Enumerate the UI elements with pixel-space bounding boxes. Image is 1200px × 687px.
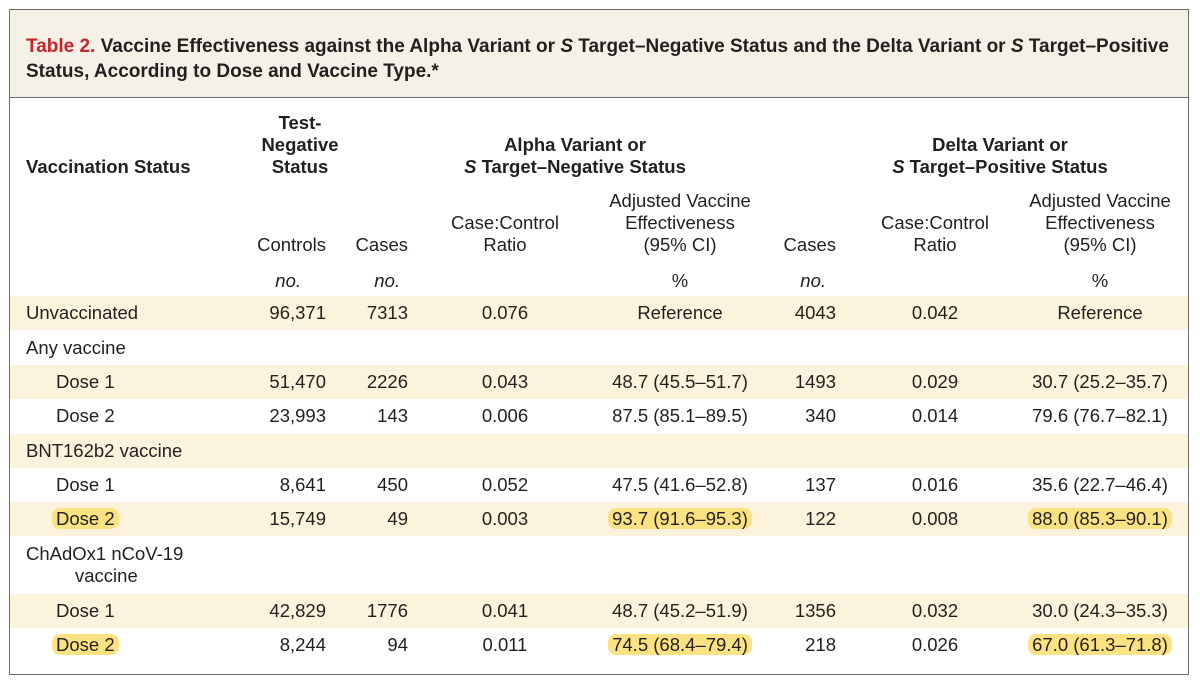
header-controls: Controls — [257, 234, 326, 255]
cell-delta-cases: 1493 — [794, 371, 836, 392]
header-alpha-ratio: Case:Control Ratio — [451, 212, 559, 255]
unit-delta-cases: no. — [800, 270, 826, 291]
row-label: BNT162b2 vaccine — [26, 440, 183, 461]
cell-controls: 42,829 — [269, 600, 326, 621]
cell-alpha-ratio: 0.041 — [481, 600, 529, 621]
unit-alpha-cases: no. — [374, 270, 400, 291]
table-row: Dose 2 15,749 49 0.003 93.7 (91.6–95.3) 122 0.… — [10, 502, 1188, 536]
table-row: BNT162b2 vaccine — [10, 434, 1188, 468]
cell-alpha-ve: 74.5 (68.4–79.4) — [590, 634, 770, 656]
table-row: Dose 1 8,641 450 0.052 47.5 (41.6–52.8) 137 0.… — [10, 468, 1188, 502]
cell-delta-ratio: 0.026 — [911, 634, 959, 655]
cell-alpha-cases: 1776 — [366, 600, 408, 621]
cell-alpha-cases: 94 — [387, 634, 408, 655]
cell-controls: 8,641 — [279, 474, 326, 495]
cell-controls: 23,993 — [269, 405, 326, 426]
table-caption: Table 2. Vaccine Effectiveness against t… — [10, 10, 1188, 98]
cell-alpha-cases: 49 — [387, 508, 408, 529]
cell-delta-ve: 67.0 (61.3–71.8) — [1010, 634, 1190, 656]
header-test-negative: Test- Negative Status — [261, 112, 339, 177]
cell-controls: 96,371 — [269, 302, 326, 323]
cell-delta-cases: 218 — [805, 634, 836, 655]
header-alpha-group: Alpha Variant or S Target–Negative Statu… — [464, 134, 686, 177]
header-delta-ve: Adjusted Vaccine Effectiveness (95% CI) — [1029, 190, 1171, 255]
cell-delta-cases: 1356 — [794, 600, 836, 621]
row-label: Dose 2 — [52, 634, 256, 656]
cell-alpha-ratio: 0.076 — [481, 302, 529, 323]
table-row: Dose 2 23,993 143 0.006 87.5 (85.1–89.5) 340 0… — [10, 399, 1188, 433]
cell-alpha-ve: 87.5 (85.1–89.5) — [612, 405, 748, 426]
cell-delta-ratio: 0.032 — [911, 600, 959, 621]
unit-controls: no. — [275, 270, 301, 291]
cell-alpha-cases: 143 — [377, 405, 408, 426]
table-row: Unvaccinated 96,371 7313 0.076 Reference 4043… — [10, 296, 1188, 330]
cell-alpha-cases: 7313 — [366, 302, 408, 323]
cell-alpha-ratio: 0.006 — [481, 405, 529, 426]
cell-alpha-ve: 93.7 (91.6–95.3) — [590, 508, 770, 530]
row-label: Dose 1 — [56, 474, 115, 495]
row-label: Dose 2 — [56, 405, 115, 426]
unit-alpha-ve: % — [671, 270, 689, 291]
cell-alpha-ratio: 0.011 — [482, 634, 528, 655]
cell-alpha-ratio: 0.043 — [481, 371, 529, 392]
row-label: Dose 1 — [56, 600, 115, 621]
cell-delta-ve: 35.6 (22.7–46.4) — [1032, 474, 1168, 495]
cell-delta-ve: 30.7 (25.2–35.7) — [1032, 371, 1168, 392]
cell-controls: 51,470 — [269, 371, 326, 392]
cell-controls: 15,749 — [269, 508, 326, 529]
row-label: Any vaccine — [26, 337, 126, 358]
cell-delta-ratio: 0.016 — [911, 474, 959, 495]
cell-delta-ratio: 0.029 — [911, 371, 959, 392]
row-label: Dose 1 — [56, 371, 115, 392]
table-row: Any vaccine — [10, 331, 1188, 365]
table-label: Table 2. — [26, 36, 96, 57]
cell-delta-ve: 88.0 (85.3–90.1) — [1010, 508, 1190, 530]
cell-delta-cases: 122 — [805, 508, 836, 529]
row-label: Unvaccinated — [26, 302, 139, 323]
cell-alpha-ratio: 0.052 — [481, 474, 529, 495]
cell-alpha-ve: 47.5 (41.6–52.8) — [612, 474, 748, 495]
table-row: Dose 2 8,244 94 0.011 74.5 (68.4–79.4) 218 0.0… — [10, 628, 1188, 662]
table-row: Dose 1 42,829 1776 0.041 48.7 (45.2–51.9) 135… — [10, 594, 1188, 628]
cell-delta-cases: 340 — [805, 405, 836, 426]
table-row: Dose 1 51,470 2226 0.043 48.7 (45.5–51.7) 149… — [10, 365, 1188, 399]
table-frame: Table 2. Vaccine Effectiveness against t… — [9, 9, 1189, 675]
header-delta-cases: Cases — [783, 234, 836, 255]
cell-delta-ve: 79.6 (76.7–82.1) — [1032, 405, 1168, 426]
cell-controls: 8,244 — [279, 634, 326, 655]
header-vaccination-status: Vaccination Status — [26, 156, 191, 177]
cell-delta-ve: 30.0 (24.3–35.3) — [1032, 600, 1168, 621]
cell-alpha-cases: 2226 — [366, 371, 408, 392]
cell-delta-ratio: 0.014 — [911, 405, 959, 426]
cell-alpha-ve: 48.7 (45.2–51.9) — [612, 600, 748, 621]
table-row: ChAdOx1 nCoV-19 vaccine — [10, 537, 1188, 593]
cell-delta-ratio: 0.042 — [911, 302, 959, 323]
row-label: ChAdOx1 nCoV-19 vaccine — [26, 543, 184, 586]
header-delta-ratio: Case:Control Ratio — [881, 212, 989, 255]
row-label: Dose 2 — [52, 508, 256, 530]
cell-delta-ratio: 0.008 — [911, 508, 959, 529]
unit-delta-ve: % — [1091, 270, 1109, 291]
cell-alpha-ve: Reference — [637, 302, 723, 323]
cell-alpha-ratio: 0.003 — [481, 508, 529, 529]
cell-alpha-ve: 48.7 (45.5–51.7) — [612, 371, 748, 392]
header-alpha-cases: Cases — [355, 234, 408, 255]
cell-alpha-cases: 450 — [377, 474, 408, 495]
header-alpha-ve: Adjusted Vaccine Effectiveness (95% CI) — [609, 190, 751, 255]
cell-delta-cases: 137 — [805, 474, 836, 495]
cell-delta-cases: 4043 — [794, 302, 836, 323]
header-delta-group: Delta Variant or S Target–Positive Statu… — [892, 134, 1108, 177]
cell-delta-ve: Reference — [1057, 302, 1143, 323]
